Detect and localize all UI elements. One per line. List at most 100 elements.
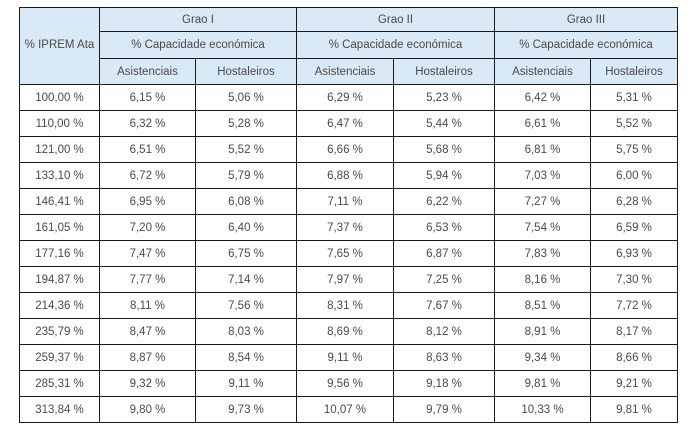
iprem-value-cell: 100,00 % (19, 84, 100, 111)
capacity-value-cell: 8,87 % (99, 344, 196, 371)
capacity-value-cell: 7,77 % (99, 266, 196, 293)
capacity-value-cell: 5,94 % (393, 162, 495, 189)
iprem-value-cell: 214,36 % (19, 292, 100, 319)
capacity-value-cell: 8,51 % (494, 292, 591, 319)
capacity-value-cell: 8,31 % (296, 292, 394, 319)
iprem-capacity-table: % IPREM Ata Grao I Grao II Grao III % Ca… (19, 7, 678, 423)
capacity-value-cell: 9,32 % (99, 370, 196, 397)
capacity-value-cell: 6,59 % (590, 214, 678, 241)
capacity-value-cell: 7,97 % (296, 266, 394, 293)
capacity-value-cell: 6,15 % (99, 84, 196, 111)
capacity-value-cell: 5,68 % (393, 136, 495, 163)
table-row: 313,84 % 9,80 % 9,73 % 10,07 % 9,79 % 10,33 %… (19, 396, 678, 423)
iprem-value-cell: 133,10 % (19, 162, 100, 189)
capacity-value-cell: 5,52 % (590, 110, 678, 137)
capacity-value-cell: 7,27 % (494, 188, 591, 215)
iprem-value-cell: 146,41 % (19, 188, 100, 215)
table-row: 121,00 % 6,51 % 5,52 % 6,66 % 5,68 % 6,81 % 5,… (19, 136, 678, 163)
subheader-row: Asistenciais Hostaleiros Asistenciais Ho… (20, 58, 678, 85)
capacity-value-cell: 6,29 % (296, 84, 394, 111)
capacity-value-cell: 9,11 % (296, 344, 394, 371)
capacity-value-cell: 6,47 % (296, 110, 394, 137)
table-row: 285,31 % 9,32 % 9,11 % 9,56 % 9,18 % 9,81 % 9,… (19, 370, 678, 397)
capacity-header-grao-3: % Capacidade económica (494, 31, 678, 59)
capacity-value-cell: 8,17 % (590, 318, 678, 345)
capacity-value-cell: 6,42 % (494, 84, 591, 111)
capacity-value-cell: 6,61 % (494, 110, 591, 137)
subheader-asistenciais-grao-2: Asistenciais (296, 58, 394, 85)
capacity-value-cell: 7,20 % (99, 214, 196, 241)
iprem-ata-header: % IPREM Ata (19, 7, 100, 85)
iprem-value-cell: 177,16 % (19, 240, 100, 267)
capacity-value-cell: 6,81 % (494, 136, 591, 163)
table-row: 194,87 % 7,77 % 7,14 % 7,97 % 7,25 % 8,16 % 7,… (19, 266, 678, 293)
capacity-value-cell: 7,54 % (494, 214, 591, 241)
table-row: 259,37 % 8,87 % 8,54 % 9,11 % 8,63 % 9,34 % 8,… (19, 344, 678, 371)
iprem-value-cell: 110,00 % (19, 110, 100, 137)
subheader-asistenciais-grao-3: Asistenciais (494, 58, 591, 85)
table-row: 161,05 % 7,20 % 6,40 % 7,37 % 6,53 % 7,54 % 6,… (19, 214, 678, 241)
capacity-value-cell: 7,30 % (590, 266, 678, 293)
table-row: 100,00 % 6,15 % 5,06 % 6,29 % 5,23 % 6,42 % 5,… (19, 84, 678, 111)
capacity-value-cell: 8,12 % (393, 318, 495, 345)
iprem-value-cell: 194,87 % (19, 266, 100, 293)
capacity-value-cell: 5,52 % (195, 136, 297, 163)
capacity-value-cell: 9,56 % (296, 370, 394, 397)
table-row: 133,10 % 6,72 % 5,79 % 6,88 % 5,94 % 7,03 % 6,… (19, 162, 678, 189)
iprem-value-cell: 161,05 % (19, 214, 100, 241)
capacity-value-cell: 6,32 % (99, 110, 196, 137)
capacity-value-cell: 6,93 % (590, 240, 678, 267)
capacity-value-cell: 6,88 % (296, 162, 394, 189)
capacity-value-cell: 8,63 % (393, 344, 495, 371)
capacity-value-cell: 5,31 % (590, 84, 678, 111)
subheader-hostaleiros-grao-1: Hostaleiros (195, 58, 297, 85)
capacity-value-cell: 6,95 % (99, 188, 196, 215)
capacity-value-cell: 6,22 % (393, 188, 495, 215)
capacity-value-cell: 7,67 % (393, 292, 495, 319)
capacity-value-cell: 9,21 % (590, 370, 678, 397)
capacity-value-cell: 6,87 % (393, 240, 495, 267)
capacity-value-cell: 5,28 % (195, 110, 297, 137)
iprem-value-cell: 285,31 % (19, 370, 100, 397)
capacity-value-cell: 5,23 % (393, 84, 495, 111)
capacity-value-cell: 8,91 % (494, 318, 591, 345)
capacity-value-cell: 10,33 % (494, 396, 591, 423)
capacity-value-cell: 9,81 % (590, 396, 678, 423)
capacity-header-row: % Capacidade económica % Capacidade econ… (20, 31, 678, 59)
iprem-value-cell: 121,00 % (19, 136, 100, 163)
table-row: 110,00 % 6,32 % 5,28 % 6,47 % 5,44 % 6,61 % 5,… (19, 110, 678, 137)
capacity-value-cell: 9,80 % (99, 396, 196, 423)
capacity-value-cell: 10,07 % (296, 396, 394, 423)
iprem-value-cell: 313,84 % (19, 396, 100, 423)
table-body: 100,00 % 6,15 % 5,06 % 6,29 % 5,23 % 6,42 % 5,… (19, 84, 678, 423)
group-header-grao-1: Grao I (99, 7, 297, 32)
capacity-value-cell: 9,73 % (195, 396, 297, 423)
capacity-value-cell: 8,16 % (494, 266, 591, 293)
subheader-hostaleiros-grao-3: Hostaleiros (590, 58, 678, 85)
capacity-value-cell: 6,40 % (195, 214, 297, 241)
capacity-value-cell: 9,11 % (195, 370, 297, 397)
capacity-value-cell: 7,03 % (494, 162, 591, 189)
capacity-value-cell: 6,00 % (590, 162, 678, 189)
capacity-value-cell: 6,51 % (99, 136, 196, 163)
capacity-value-cell: 7,25 % (393, 266, 495, 293)
table-row: 146,41 % 6,95 % 6,08 % 7,11 % 6,22 % 7,27 % 6,… (19, 188, 678, 215)
capacity-value-cell: 7,83 % (494, 240, 591, 267)
capacity-value-cell: 7,37 % (296, 214, 394, 241)
capacity-value-cell: 8,11 % (99, 292, 196, 319)
iprem-value-cell: 259,37 % (19, 344, 100, 371)
group-header-row: % IPREM Ata Grao I Grao II Grao III (19, 7, 678, 85)
capacity-value-cell: 6,08 % (195, 188, 297, 215)
capacity-value-cell: 5,06 % (195, 84, 297, 111)
capacity-value-cell: 6,28 % (590, 188, 678, 215)
capacity-value-cell: 7,56 % (195, 292, 297, 319)
capacity-value-cell: 7,11 % (296, 188, 394, 215)
capacity-value-cell: 8,66 % (590, 344, 678, 371)
capacity-value-cell: 7,65 % (296, 240, 394, 267)
capacity-value-cell: 8,47 % (99, 318, 196, 345)
group-header-grao-2: Grao II (296, 7, 495, 32)
table-row: 214,36 % 8,11 % 7,56 % 8,31 % 7,67 % 8,51 % 7,… (19, 292, 678, 319)
table-row: 177,16 % 7,47 % 6,75 % 7,65 % 6,87 % 7,83 % 6,… (19, 240, 678, 267)
capacity-value-cell: 6,75 % (195, 240, 297, 267)
capacity-value-cell: 8,54 % (195, 344, 297, 371)
